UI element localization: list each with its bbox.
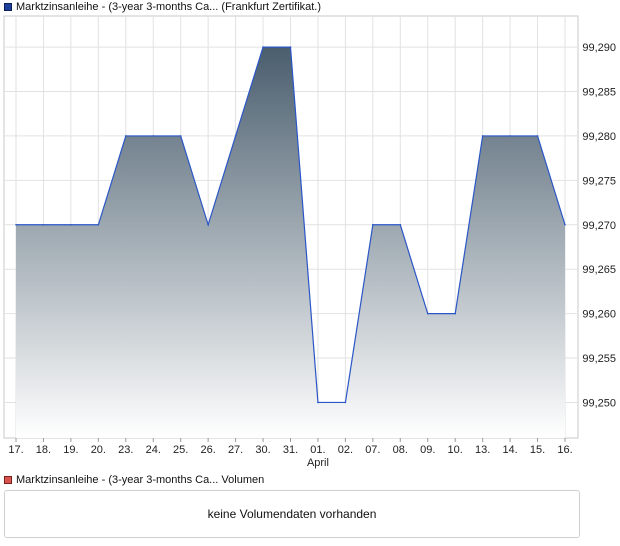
volume-panel: keine Volumendaten vorhanden bbox=[4, 490, 580, 538]
volume-legend-label: Marktzinsanleihe - (3-year 3-months Ca..… bbox=[16, 474, 265, 486]
x-tick-label: 25. bbox=[173, 444, 188, 456]
price-point bbox=[152, 135, 155, 137]
price-legend-swatch bbox=[4, 3, 12, 11]
x-tick-label: 17. bbox=[8, 444, 23, 456]
price-point bbox=[125, 135, 127, 137]
y-tick-label: 99,260 bbox=[582, 309, 616, 321]
x-tick-label: 24. bbox=[146, 444, 161, 456]
x-tick-label: 07. bbox=[365, 444, 380, 456]
month-label: April bbox=[307, 457, 329, 469]
x-tick-label: 09. bbox=[420, 444, 435, 456]
x-tick-label: 31. bbox=[283, 444, 298, 456]
x-tick-label: 13. bbox=[475, 444, 490, 456]
y-tick-label: 99,255 bbox=[582, 353, 616, 365]
price-point bbox=[234, 135, 237, 137]
x-tick-label: 02. bbox=[338, 444, 353, 456]
x-tick-label: 23. bbox=[118, 444, 133, 456]
price-point bbox=[454, 312, 457, 315]
price-point bbox=[399, 223, 402, 226]
x-tick-label: 01. bbox=[310, 444, 325, 456]
x-tick-label: 14. bbox=[502, 444, 517, 456]
x-tick-label: 15. bbox=[530, 444, 545, 456]
x-tick-label: 08. bbox=[393, 444, 408, 456]
y-tick-label: 99,250 bbox=[582, 397, 616, 409]
no-volume-message: keine Volumendaten vorhanden bbox=[207, 507, 377, 521]
price-point bbox=[207, 223, 209, 226]
x-tick-label: 18. bbox=[36, 444, 51, 456]
price-point bbox=[317, 401, 319, 404]
x-tick-label: 20. bbox=[91, 444, 106, 456]
y-axis-labels: 99,250 99,255 99,260 99,265 99,270 99,275 99,2… bbox=[582, 42, 616, 409]
volume-legend-swatch bbox=[4, 476, 12, 484]
y-tick-label: 99,265 bbox=[582, 264, 616, 276]
x-tick-label: 10. bbox=[448, 444, 463, 456]
price-point bbox=[481, 135, 484, 137]
volume-legend: Marktzinsanleihe - (3-year 3-months Ca..… bbox=[4, 473, 264, 487]
x-tick-label: 16. bbox=[557, 444, 572, 456]
x-tick-label: 27. bbox=[228, 444, 243, 456]
price-legend: Marktzinsanleihe - (3-year 3-months Ca..… bbox=[4, 0, 321, 14]
x-tick-label: 19. bbox=[63, 444, 78, 456]
x-axis-labels: 17. 18. 19. 20. 23. 24. 25. 26. 27. 30. 31. 01. 02. 0… bbox=[8, 438, 573, 469]
x-tick-label: 30. bbox=[255, 444, 270, 456]
y-tick-label: 99,275 bbox=[582, 175, 616, 187]
price-point bbox=[426, 312, 429, 315]
price-point bbox=[344, 401, 347, 404]
price-point bbox=[564, 223, 566, 226]
price-point bbox=[509, 135, 511, 137]
price-legend-label: Marktzinsanleihe - (3-year 3-months Ca..… bbox=[16, 1, 322, 13]
y-tick-label: 99,285 bbox=[582, 87, 616, 99]
price-point bbox=[289, 46, 292, 48]
y-tick-label: 99,270 bbox=[582, 220, 616, 232]
price-point bbox=[536, 135, 539, 137]
x-tick-label: 26. bbox=[201, 444, 216, 456]
price-point bbox=[42, 223, 45, 226]
price-point bbox=[372, 223, 374, 226]
price-area-fill bbox=[16, 47, 565, 439]
y-tick-label: 99,280 bbox=[582, 131, 616, 143]
price-area bbox=[15, 46, 566, 439]
price-point bbox=[97, 223, 100, 226]
price-point bbox=[179, 135, 182, 137]
price-point bbox=[15, 223, 17, 226]
price-point bbox=[262, 46, 264, 48]
y-tick-label: 99,290 bbox=[582, 42, 616, 54]
price-point bbox=[70, 223, 72, 226]
